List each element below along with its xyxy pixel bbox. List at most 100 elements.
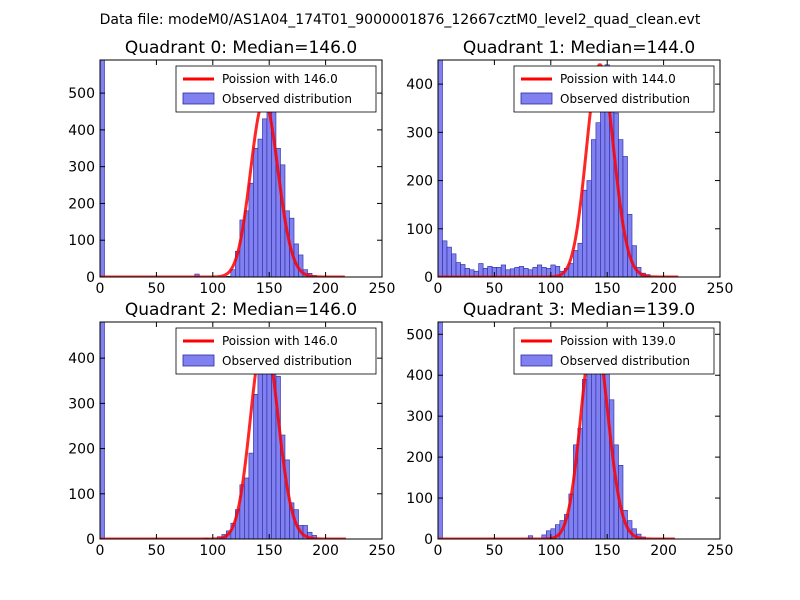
- histogram-bar: [582, 189, 588, 277]
- y-tick-label: 0: [424, 532, 433, 548]
- y-tick-label: 200: [406, 174, 433, 190]
- x-tick-label: 150: [594, 543, 621, 559]
- histogram-bar: [573, 250, 579, 277]
- histogram-bars: [100, 60, 345, 277]
- axes-frame: [99, 59, 383, 278]
- x-tick-label: 200: [312, 543, 339, 559]
- legend-poisson-label: Poission with 146.0: [222, 334, 338, 348]
- x-tick-label: 150: [256, 281, 283, 297]
- x-tick-label: 100: [199, 543, 226, 559]
- legend: Poission with 139.0 Observed distribution: [513, 327, 715, 375]
- x-tick-label: 200: [650, 281, 677, 297]
- x-tick-label: 250: [707, 543, 734, 559]
- subplot-quadrant-2: Quadrant 2: Median=146.0 0 50 100 150 200 250 0…: [68, 300, 395, 559]
- y-tick-label: 400: [68, 123, 95, 139]
- legend-bar-swatch: [182, 354, 215, 367]
- histogram-bar: [253, 394, 259, 539]
- legend-poisson-label: Poission with 139.0: [560, 334, 676, 348]
- y-tick-label: 0: [86, 270, 95, 286]
- x-tick-label: 100: [537, 281, 564, 297]
- histogram-bar: [257, 373, 263, 539]
- subplot-title: Quadrant 3: Median=139.0: [463, 300, 695, 320]
- histogram-bar: [244, 477, 250, 539]
- histogram-bar: [257, 138, 263, 277]
- poisson-curve: [438, 63, 679, 277]
- x-tick-label: 200: [312, 281, 339, 297]
- x-tick-label: 100: [537, 543, 564, 559]
- histogram-bar: [518, 266, 525, 277]
- legend: Poission with 146.0 Observed distribution: [175, 327, 377, 375]
- histogram-bar: [600, 93, 606, 277]
- x-tick-label: 100: [199, 281, 226, 297]
- axes-frame: [437, 321, 721, 540]
- y-tick-label: 100: [406, 222, 433, 238]
- y-tick-label: 300: [68, 160, 95, 176]
- x-tick-label: 50: [485, 543, 503, 559]
- axes-frame: [437, 59, 721, 278]
- legend-bar-swatch: [520, 354, 553, 367]
- x-tick-label: 50: [147, 543, 165, 559]
- y-tick-label: 0: [424, 270, 433, 286]
- histogram-bar: [500, 264, 506, 277]
- y-tick-label: 100: [68, 487, 95, 503]
- poisson-curve: [438, 328, 675, 539]
- histogram-bar: [591, 139, 597, 277]
- legend: Poission with 146.0 Observed distribution: [175, 65, 377, 113]
- histogram-bar: [451, 253, 457, 277]
- histogram-bar: [527, 535, 534, 539]
- histogram-bar: [100, 60, 105, 277]
- histogram-bar: [100, 322, 105, 539]
- legend-observed-label: Observed distribution: [560, 354, 690, 368]
- x-tick-label: 0: [434, 281, 443, 297]
- histogram-bar: [248, 452, 254, 539]
- legend-poisson-label: Poission with 144.0: [560, 72, 676, 86]
- histogram-bar: [442, 240, 448, 277]
- x-tick-label: 0: [96, 281, 105, 297]
- histogram-bar: [262, 118, 268, 277]
- histogram-bar: [595, 122, 601, 277]
- y-tick-label: 200: [68, 442, 95, 458]
- x-tick-label: 0: [434, 543, 443, 559]
- y-tick-label: 500: [406, 327, 433, 343]
- subplot-quadrant-3: Quadrant 3: Median=139.0 0 50 100 150 200 250 0…: [406, 300, 733, 559]
- histogram-bar: [577, 242, 583, 277]
- legend-observed-label: Observed distribution: [222, 354, 352, 368]
- histogram-bar: [253, 147, 259, 277]
- subplot-quadrant-0: Quadrant 0: Median=146.0 0 50 100 150 200 250 0…: [68, 38, 395, 297]
- x-tick-label: 50: [147, 281, 165, 297]
- histogram-bar: [438, 60, 443, 277]
- y-tick-label: 0: [86, 532, 95, 548]
- poisson-curve: [100, 98, 345, 277]
- histogram-bar: [622, 156, 628, 277]
- legend: Poission with 144.0 Observed distribution: [513, 65, 715, 113]
- legend-observed-label: Observed distribution: [222, 92, 352, 106]
- y-tick-label: 200: [406, 450, 433, 466]
- subplot-quadrant-1: Quadrant 1: Median=144.0 0 50 100 150 200 250 0…: [406, 38, 733, 297]
- histogram-bar: [478, 263, 484, 277]
- histogram-bar: [248, 182, 254, 277]
- subplot-grid: Quadrant 0: Median=146.0 0 50 100 150 200 250 0…: [68, 38, 733, 559]
- x-tick-label: 150: [594, 281, 621, 297]
- y-tick-label: 200: [68, 196, 95, 212]
- histogram-bar: [438, 322, 443, 539]
- subplot-title: Quadrant 2: Median=146.0: [125, 300, 357, 320]
- x-tick-label: 250: [369, 543, 396, 559]
- y-tick-label: 400: [406, 77, 433, 93]
- histogram-bar: [586, 180, 592, 277]
- y-tick-label: 400: [406, 368, 433, 384]
- y-tick-label: 300: [68, 396, 95, 412]
- y-tick-label: 300: [406, 409, 433, 425]
- x-tick-label: 0: [96, 543, 105, 559]
- histogram-bars: [100, 322, 346, 539]
- legend-bar-swatch: [182, 92, 215, 105]
- histogram-bars: [438, 60, 679, 277]
- histogram-bars: [438, 322, 675, 539]
- histogram-bar: [262, 357, 268, 539]
- y-tick-label: 100: [68, 233, 95, 249]
- legend-bar-swatch: [520, 92, 553, 105]
- legend-poisson-label: Poission with 146.0: [222, 72, 338, 86]
- y-tick-label: 100: [406, 491, 433, 507]
- axes-frame: [99, 321, 383, 540]
- histogram-bar: [586, 358, 592, 539]
